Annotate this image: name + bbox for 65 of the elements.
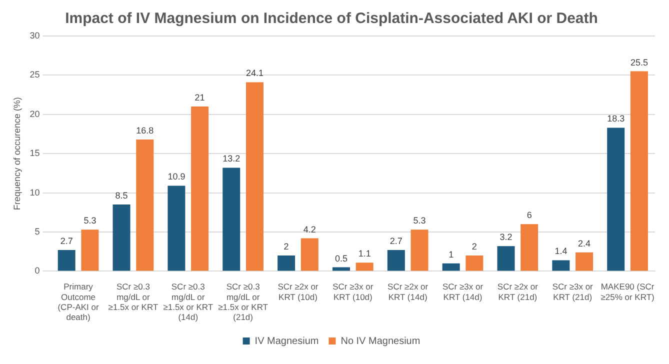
data-label: 21 (194, 92, 205, 103)
bar (136, 139, 154, 271)
data-label: 18.3 (607, 114, 625, 124)
x-tick-label: SCr ≥0.3 mg/dL or ≥1.5x or KRT (21d) (218, 282, 268, 322)
bar (81, 230, 99, 271)
bar (168, 186, 186, 271)
data-label: 6 (526, 210, 532, 220)
data-label: 1.1 (358, 248, 371, 259)
bar (607, 128, 625, 271)
y-tick-label: 15 (30, 148, 40, 158)
x-tick-label: SCr ≥3x or KRT (14d) (442, 282, 484, 302)
x-tick-label: MAKE90 (SCr ≥25% or KRT) (600, 282, 655, 302)
bar (630, 71, 648, 271)
y-tick-label: 0 (34, 266, 40, 276)
bar (300, 238, 318, 271)
bar (387, 250, 405, 271)
bar (520, 224, 538, 271)
data-label: 2 (284, 242, 289, 252)
bar (466, 256, 484, 271)
chart-title: Impact of IV Magnesium on Incidence of Cisplatin-Associated AKI or Death (65, 10, 598, 28)
bar (112, 204, 130, 271)
bar (58, 250, 76, 271)
x-tick-label: SCr ≥2x or KRT (14d) (388, 282, 428, 302)
bar (246, 82, 264, 271)
x-tick-label: Primary Outcome (CP-AKI or death) (58, 282, 99, 322)
bar (576, 252, 594, 271)
data-label: 13.2 (222, 154, 240, 164)
legend-label: IV Magnesium (254, 336, 319, 347)
data-label: 1 (448, 249, 454, 260)
bar (552, 260, 570, 271)
data-label: 5.3 (84, 216, 96, 226)
x-tick-label: SCr ≥0.3 mg/dL or ≥1.5x or KRT (108, 282, 158, 312)
data-label: 25.5 (630, 57, 648, 68)
data-label: 16.8 (136, 125, 154, 136)
x-tick-label: SCr ≥3x or KRT (21d) (552, 282, 594, 302)
data-label: 10.9 (168, 172, 186, 182)
y-tick-label: 25 (30, 70, 40, 80)
data-label: 24.1 (246, 68, 264, 78)
data-label: 0.5 (334, 253, 348, 264)
y-axis-title: Frequency of occurence (%) (12, 97, 22, 210)
y-tick-label: 20 (30, 108, 40, 119)
data-label: 5.3 (413, 216, 426, 226)
data-label: 2.7 (60, 236, 73, 246)
data-label: 2.7 (390, 236, 402, 246)
bar (497, 246, 515, 271)
x-tick-label: SCr ≥2x or KRT (21d) (497, 282, 538, 302)
bar (191, 106, 209, 271)
bar (356, 262, 374, 271)
data-label: 4.2 (303, 224, 316, 234)
data-label: 2.4 (578, 238, 591, 248)
y-tick-label: 5 (34, 226, 40, 236)
legend-label: No IV Magnesium (340, 336, 420, 347)
bar (442, 263, 460, 271)
x-tick-label: SCr ≥0.3 mg/dL or ≥1.5x or KRT (14d) (163, 282, 214, 322)
bar (410, 230, 428, 271)
bar (278, 256, 296, 271)
y-tick-label: 10 (30, 187, 40, 198)
x-tick-label: SCr ≥2x or KRT (10d) (278, 282, 318, 302)
bar (222, 168, 240, 271)
y-tick-label: 30 (30, 30, 40, 40)
data-label: 8.5 (115, 190, 128, 201)
x-tick-label: SCr ≥3x or KRT (10d) (332, 282, 374, 302)
data-label: 2 (472, 242, 477, 252)
data-label: 1.4 (554, 246, 568, 256)
data-label: 3.2 (500, 232, 512, 242)
